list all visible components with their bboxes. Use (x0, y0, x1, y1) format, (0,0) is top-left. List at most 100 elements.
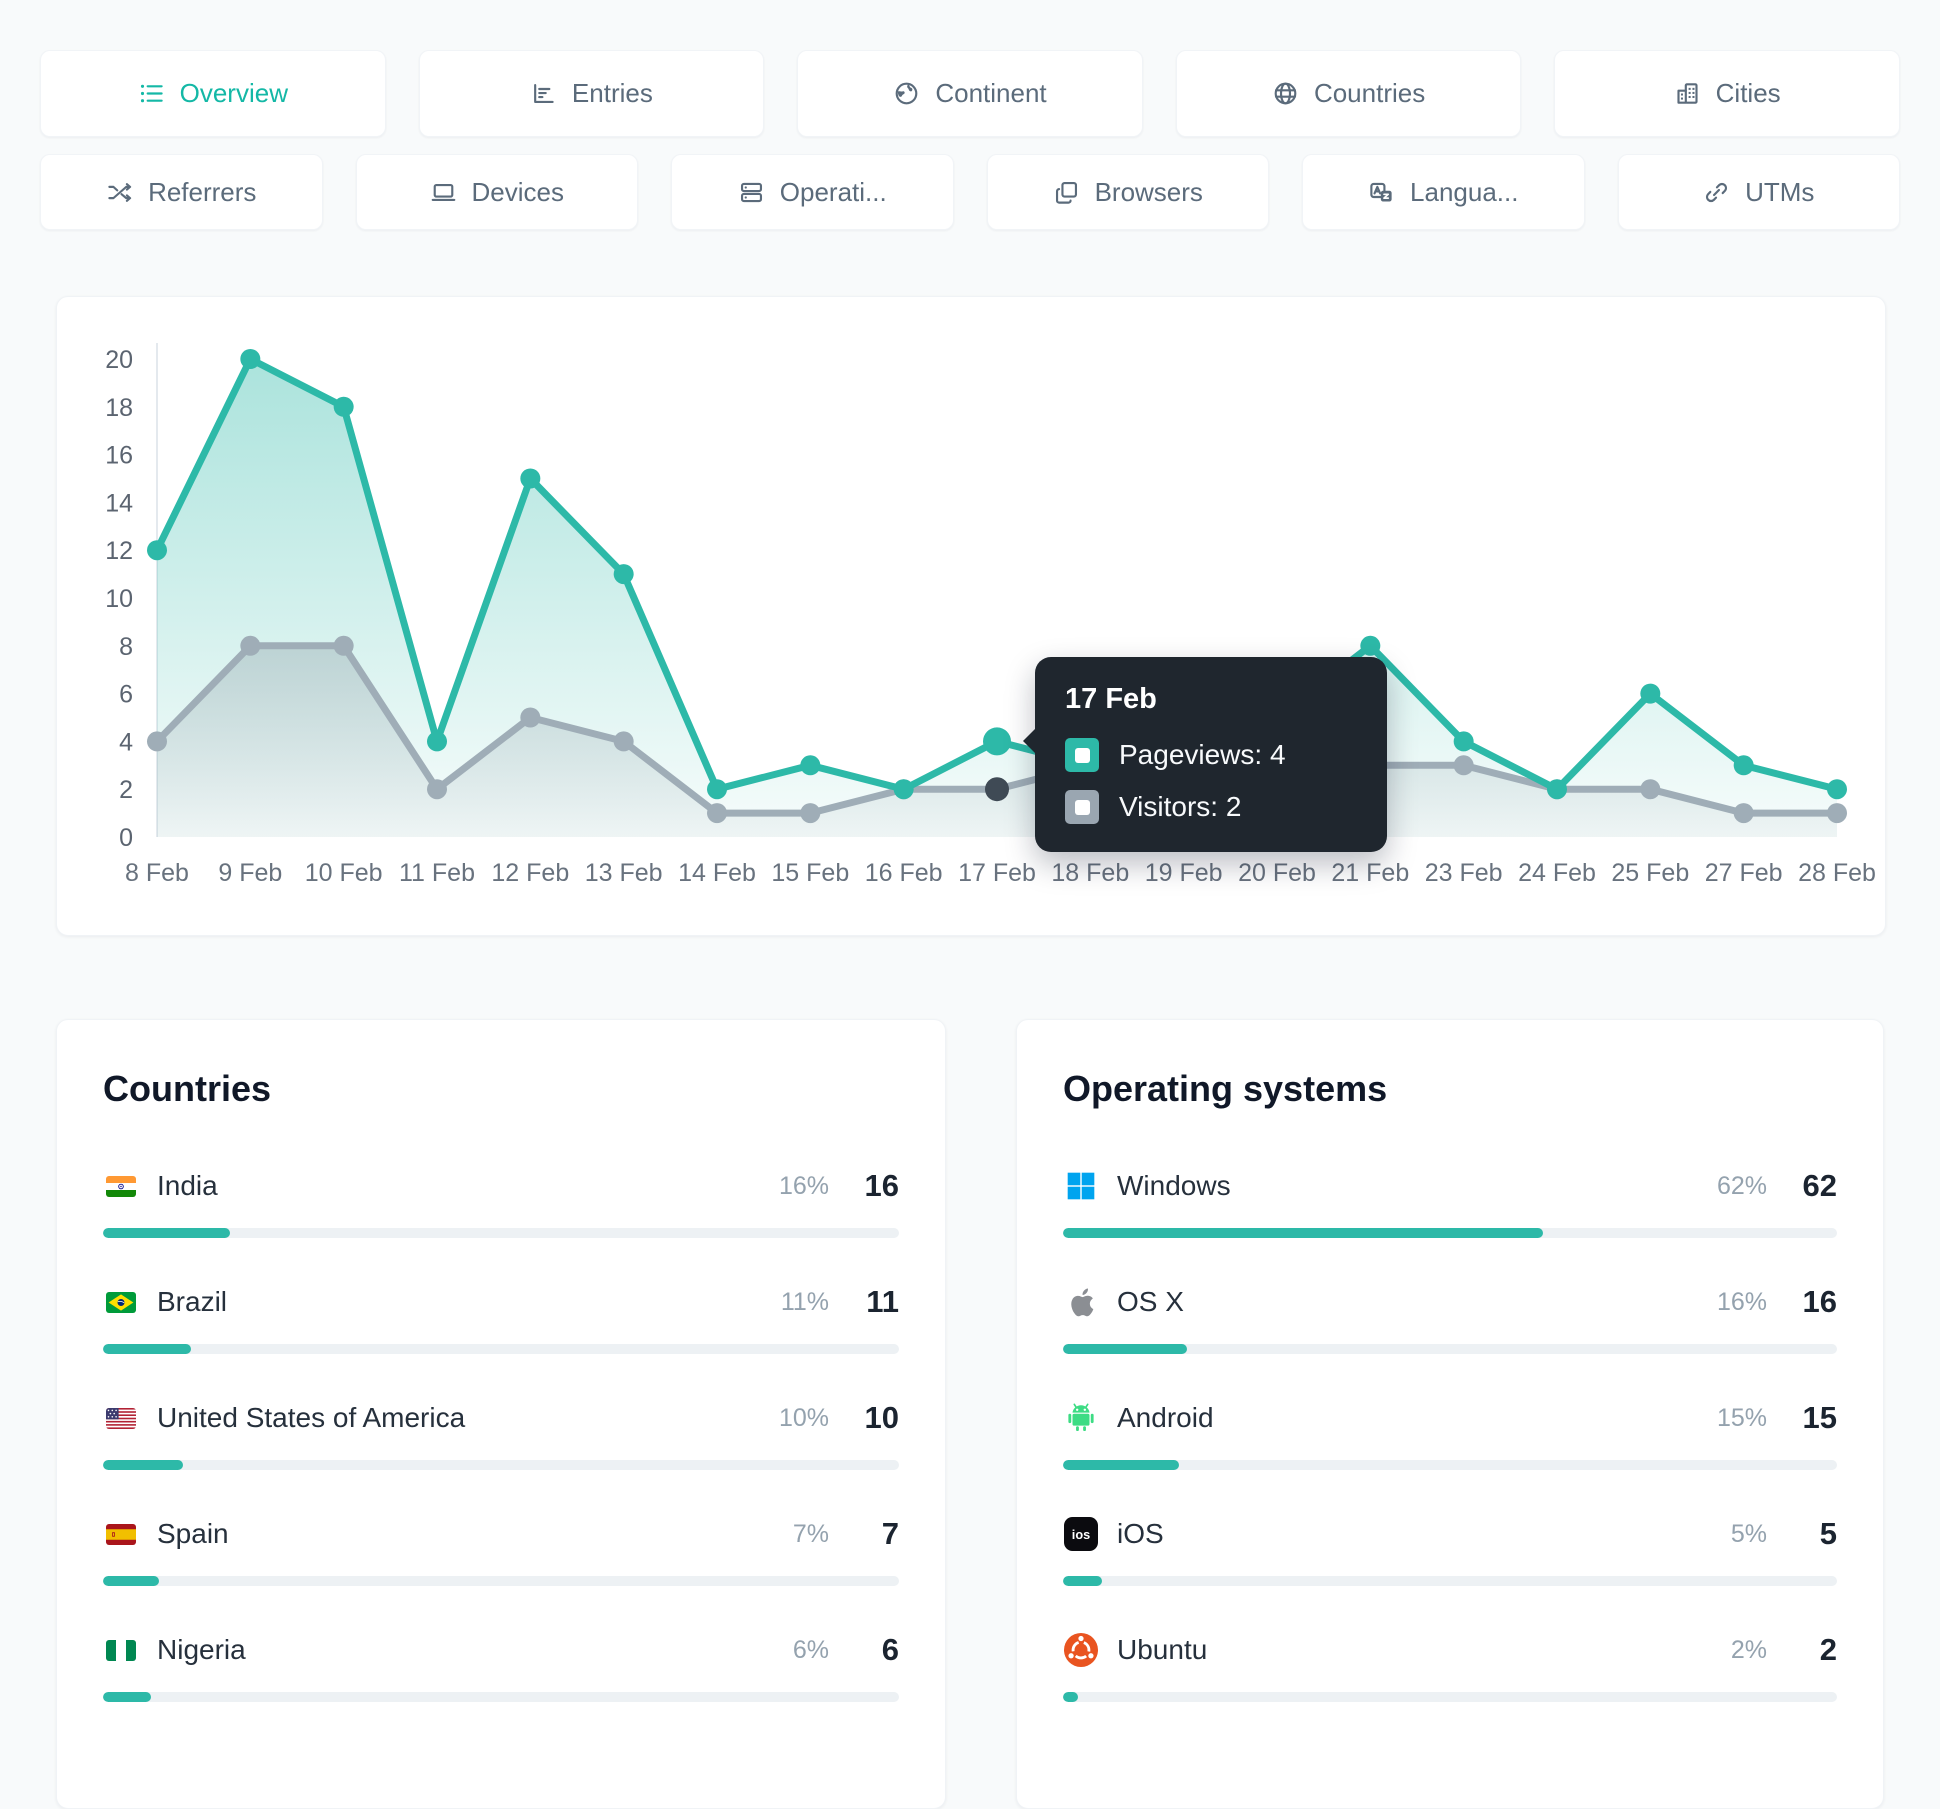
stat-row-windows[interactable]: Windows 62% 62 (1063, 1168, 1837, 1238)
svg-text:9 Feb: 9 Feb (218, 859, 282, 887)
data-point-visitors (613, 731, 634, 752)
svg-text:18 Feb: 18 Feb (1051, 859, 1129, 887)
stat-row-header: Ubuntu 2% 2 (1063, 1632, 1837, 1668)
stat-row-united-states-of-america[interactable]: United States of America 10% 10 (103, 1400, 899, 1470)
tab-label: Continent (935, 78, 1047, 108)
data-point-visitors (427, 779, 447, 800)
svg-text:8 Feb: 8 Feb (125, 859, 189, 887)
stat-row-header: ios iOS 5% 5 (1063, 1516, 1837, 1552)
tab-overview[interactable]: Overview (40, 50, 386, 137)
chart-tooltip: 17 Feb Pageviews: 4 Visitors: 2 (1023, 657, 1387, 852)
link-icon (1703, 179, 1730, 206)
stat-name: Windows (1117, 1170, 1231, 1201)
stat-bar-fill (103, 1344, 191, 1354)
stat-bar-fill (1063, 1460, 1180, 1470)
stat-bar (1063, 1228, 1837, 1238)
visitors-legend-chip (1065, 790, 1099, 824)
tab-continent[interactable]: Continent (797, 50, 1143, 137)
stat-percent: 2% (1730, 1635, 1767, 1664)
usa-flag-icon (103, 1407, 139, 1429)
stat-count: 16 (1802, 1284, 1837, 1319)
stat-bar-fill (103, 1460, 183, 1470)
android-logo-icon (1063, 1401, 1099, 1435)
pageviews-area (157, 359, 1837, 837)
data-point-pageviews (1733, 755, 1754, 776)
svg-text:11 Feb: 11 Feb (399, 859, 475, 887)
tab-countries[interactable]: Countries (1175, 50, 1522, 137)
stat-row-brazil[interactable]: Brazil 11% 11 (103, 1284, 899, 1354)
stat-count: 16 (864, 1168, 899, 1203)
operating-systems-title: Operating systems (1063, 1068, 1388, 1109)
tab-devices[interactable]: Devices (355, 154, 638, 230)
svg-text:2: 2 (119, 776, 133, 804)
traffic-line-chart[interactable]: 0 2 4 6 8 10 12 14 16 18 20 8 Feb 9 Feb 10 Feb 11 Feb 1… (57, 297, 1885, 935)
stat-bar (103, 1344, 899, 1354)
stat-percent: 7% (792, 1519, 829, 1548)
stat-name: India (157, 1170, 218, 1201)
data-point-visitors (707, 803, 727, 824)
data-point-visitors (520, 707, 541, 728)
tab-languages[interactable]: Langua... (1302, 154, 1585, 230)
primary-tabs: Overview Entries Continent Countries Citie… (40, 50, 1900, 137)
stat-row-india[interactable]: India 16% 16 (103, 1168, 899, 1238)
stat-percent: 6% (792, 1635, 829, 1664)
stat-bar (1063, 1460, 1837, 1470)
brazil-flag-icon (103, 1291, 139, 1313)
tab-label: UTMs (1745, 176, 1815, 207)
data-point-visitors (240, 635, 261, 656)
data-point-pageviews (333, 396, 354, 417)
svg-text:12 Feb: 12 Feb (491, 859, 569, 887)
svg-text:0: 0 (119, 824, 133, 852)
tooltip-date: 17 Feb (1065, 683, 1157, 715)
stat-row-nigeria[interactable]: Nigeria 6% 6 (103, 1632, 899, 1702)
legend-chip-inner (1074, 747, 1090, 763)
tab-cities[interactable]: Cities (1554, 50, 1900, 137)
x-axis-labels: 8 Feb 9 Feb 10 Feb 11 Feb 12 Feb 13 Feb 14 Feb… (125, 859, 1876, 887)
stat-bar-fill (103, 1576, 159, 1586)
data-point-pageviews (707, 779, 727, 800)
tab-operating-systems[interactable]: Operati... (671, 154, 954, 230)
ubuntu-logo-icon (1063, 1633, 1099, 1667)
stat-percent: 16% (778, 1171, 829, 1200)
stat-percent: 11% (780, 1287, 829, 1316)
traffic-chart-card: 0 2 4 6 8 10 12 14 16 18 20 8 Feb 9 Feb 10 Feb 11 Feb 1… (56, 296, 1886, 936)
stat-row-spain[interactable]: Spain 7% 7 (103, 1516, 899, 1586)
translate-icon (1368, 179, 1395, 206)
stat-name: Spain (157, 1518, 229, 1549)
stat-row-header: Windows 62% 62 (1063, 1168, 1837, 1204)
svg-text:14 Feb: 14 Feb (678, 859, 756, 887)
svg-text:18: 18 (105, 394, 133, 422)
stat-bar-fill (1063, 1576, 1102, 1586)
tooltip-arrow (1023, 729, 1035, 753)
stat-row-ios[interactable]: ios iOS 5% 5 (1063, 1516, 1837, 1586)
stat-name: OS X (1117, 1286, 1184, 1317)
buildings-icon (1674, 80, 1701, 107)
tab-utms[interactable]: UTMs (1617, 154, 1900, 230)
data-point-pageviews (983, 727, 1011, 756)
stat-row-os-x[interactable]: OS X 16% 16 (1063, 1284, 1837, 1354)
data-point-pageviews (1640, 683, 1661, 704)
ios-logo-icon: ios (1063, 1517, 1099, 1551)
stat-row-ubuntu[interactable]: Ubuntu 2% 2 (1063, 1632, 1837, 1702)
tab-label: Referrers (148, 176, 257, 207)
data-point-visitors (1453, 755, 1474, 776)
data-point-pageviews (1827, 779, 1847, 800)
tab-entries[interactable]: Entries (418, 50, 765, 137)
data-point-pageviews (1360, 635, 1381, 656)
data-point-visitors (985, 777, 1009, 802)
stat-row-header: Brazil 11% 11 (103, 1284, 899, 1320)
stat-bar (103, 1692, 899, 1702)
svg-text:21 Feb: 21 Feb (1331, 859, 1409, 887)
tab-label: Cities (1715, 78, 1781, 108)
tab-referrers[interactable]: Referrers (40, 154, 323, 230)
pageviews-legend-chip (1065, 738, 1099, 772)
data-point-pageviews (520, 468, 541, 489)
data-point-pageviews (1453, 731, 1474, 752)
svg-text:16: 16 (105, 442, 133, 470)
tab-label: Entries (571, 78, 653, 108)
svg-text:19 Feb: 19 Feb (1145, 859, 1223, 887)
svg-text:20: 20 (105, 346, 133, 374)
tab-browsers[interactable]: Browsers (986, 154, 1269, 230)
stat-row-android[interactable]: Android 15% 15 (1063, 1400, 1837, 1470)
stat-bar-fill (1063, 1228, 1543, 1238)
